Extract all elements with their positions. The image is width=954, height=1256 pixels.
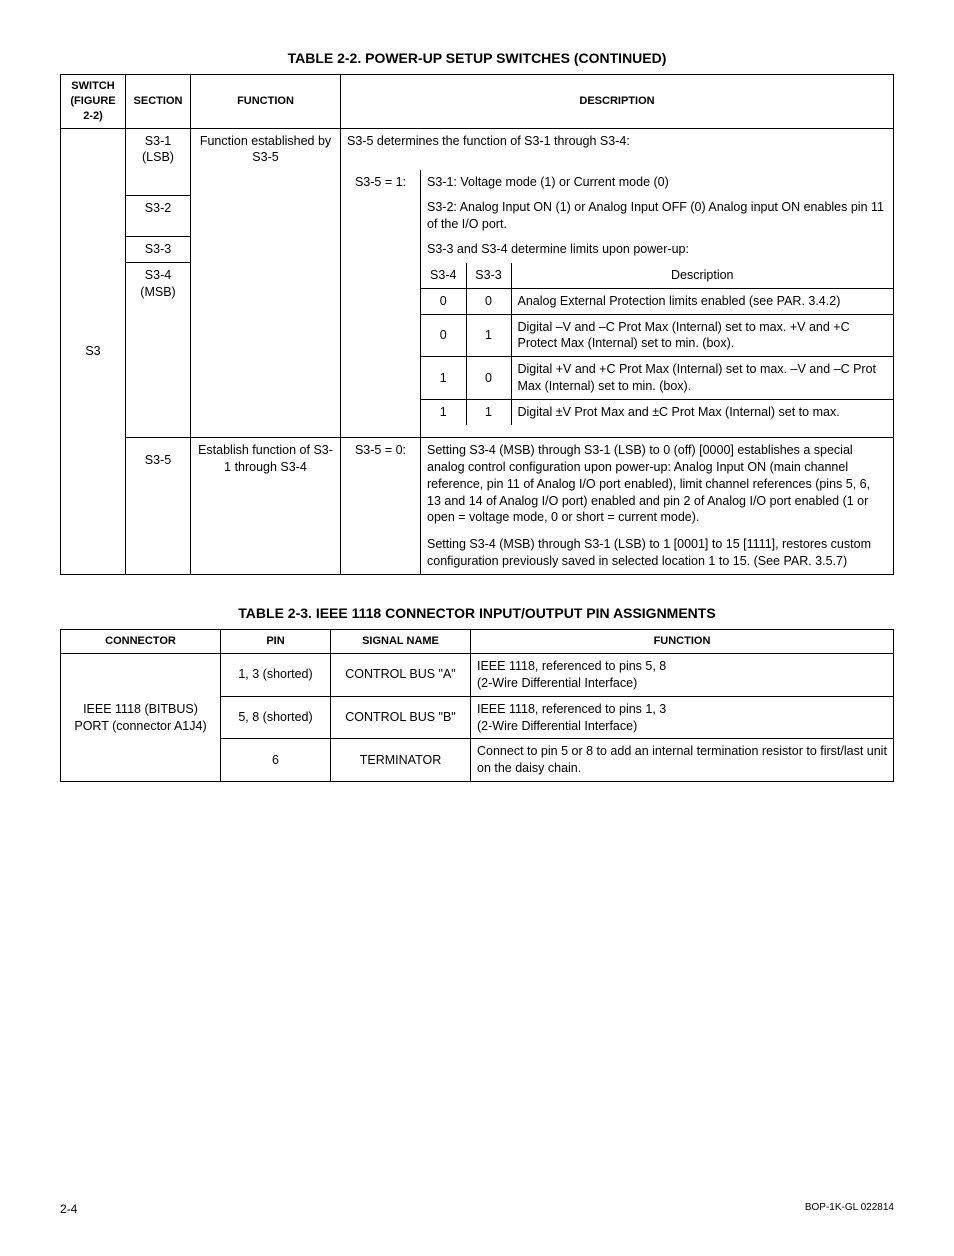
cell-section-s32: S3-2: [126, 195, 191, 237]
inner-r3-d: Digital ±V Prot Max and ±C Prot Max (Int…: [511, 400, 893, 425]
t2-r2-func: Connect to pin 5 or 8 to add an internal…: [471, 739, 894, 782]
t2-r1-pin: 5, 8 (shorted): [221, 696, 331, 739]
t2-r0-sig: CONTROL BUS "A": [331, 653, 471, 696]
th-description: DESCRIPTION: [341, 75, 894, 129]
inner-r2-d: Digital +V and +C Prot Max (Internal) se…: [511, 357, 893, 400]
inner-h-s33: S3-3: [466, 263, 511, 288]
t2-r0-func: IEEE 1118, referenced to pins 5, 8 (2-Wi…: [471, 653, 894, 696]
page-footer: 2-4 BOP-1K-GL 022814: [60, 1202, 894, 1216]
inner-h-desc: Description: [511, 263, 893, 288]
t2-th-function: FUNCTION: [471, 630, 894, 654]
th-section: SECTION: [126, 75, 191, 129]
inner-r1-a: 0: [421, 314, 466, 357]
table2-title: TABLE 2-3. IEEE 1118 CONNECTOR INPUT/OUT…: [60, 605, 894, 621]
inner-r2-b: 0: [466, 357, 511, 400]
t2-r1-func: IEEE 1118, referenced to pins 1, 3 (2-Wi…: [471, 696, 894, 739]
th-switch: SWITCH (FIGURE 2-2): [61, 75, 126, 129]
t2-th-pin: PIN: [221, 630, 331, 654]
inner-table: S3-4 S3-3 Description 0 0 Analog Externa…: [421, 263, 893, 425]
inner-r0-b: 0: [466, 288, 511, 314]
cell-section-s31: S3-1 (LSB): [126, 128, 191, 170]
s35-0-p2: Setting S3-4 (MSB) through S3-1 (LSB) to…: [427, 536, 887, 570]
t2-r1-sig: CONTROL BUS "B": [331, 696, 471, 739]
t2-connector: IEEE 1118 (BITBUS) PORT (connector A1J4): [61, 653, 221, 781]
cell-s32-desc: S3-2: Analog Input ON (1) or Analog Inpu…: [421, 195, 894, 237]
t2-th-signal: SIGNAL NAME: [331, 630, 471, 654]
cell-s35-0-desc: Setting S3-4 (MSB) through S3-1 (LSB) to…: [421, 437, 894, 574]
t2-r0-pin: 1, 3 (shorted): [221, 653, 331, 696]
cell-desc-top: S3-5 determines the function of S3-1 thr…: [341, 128, 894, 170]
inner-r0-d: Analog External Protection limits enable…: [511, 288, 893, 314]
table1-title: TABLE 2-2. POWER-UP SETUP SWITCHES (CONT…: [60, 50, 894, 66]
inner-h-s34: S3-4: [421, 263, 466, 288]
inner-r3-a: 1: [421, 400, 466, 425]
cell-switch-s3: S3: [61, 128, 126, 575]
inner-r3-b: 1: [466, 400, 511, 425]
cell-func5: Establish function of S3-1 through S3-4: [191, 437, 341, 574]
inner-r0-a: 0: [421, 288, 466, 314]
table2: CONNECTOR PIN SIGNAL NAME FUNCTION IEEE …: [60, 629, 894, 782]
t2-r2-sig: TERMINATOR: [331, 739, 471, 782]
inner-r1-d: Digital –V and –C Prot Max (Internal) se…: [511, 314, 893, 357]
cell-s33s34-desc: S3-3 and S3-4 determine limits upon powe…: [421, 237, 894, 263]
cell-func1: Function established by S3-5: [191, 128, 341, 429]
cell-section-s35: S3-5: [126, 437, 191, 574]
cell-section-s33: S3-3: [126, 237, 191, 263]
t2-r2-pin: 6: [221, 739, 331, 782]
t2-th-connector: CONNECTOR: [61, 630, 221, 654]
th-function: FUNCTION: [191, 75, 341, 129]
table1: SWITCH (FIGURE 2-2) SECTION FUNCTION DES…: [60, 74, 894, 575]
cell-section-s34: S3-4 (MSB): [126, 263, 191, 429]
cell-s35-1: S3-5 = 1:: [341, 170, 421, 429]
inner-r2-a: 1: [421, 357, 466, 400]
cell-s31-desc: S3-1: Voltage mode (1) or Current mode (…: [421, 170, 894, 195]
footer-doc-id: BOP-1K-GL 022814: [805, 1202, 894, 1216]
s35-0-p1: Setting S3-4 (MSB) through S3-1 (LSB) to…: [427, 442, 887, 526]
inner-r1-b: 1: [466, 314, 511, 357]
cell-s35-0: S3-5 = 0:: [341, 437, 421, 574]
footer-page-num: 2-4: [60, 1202, 77, 1216]
